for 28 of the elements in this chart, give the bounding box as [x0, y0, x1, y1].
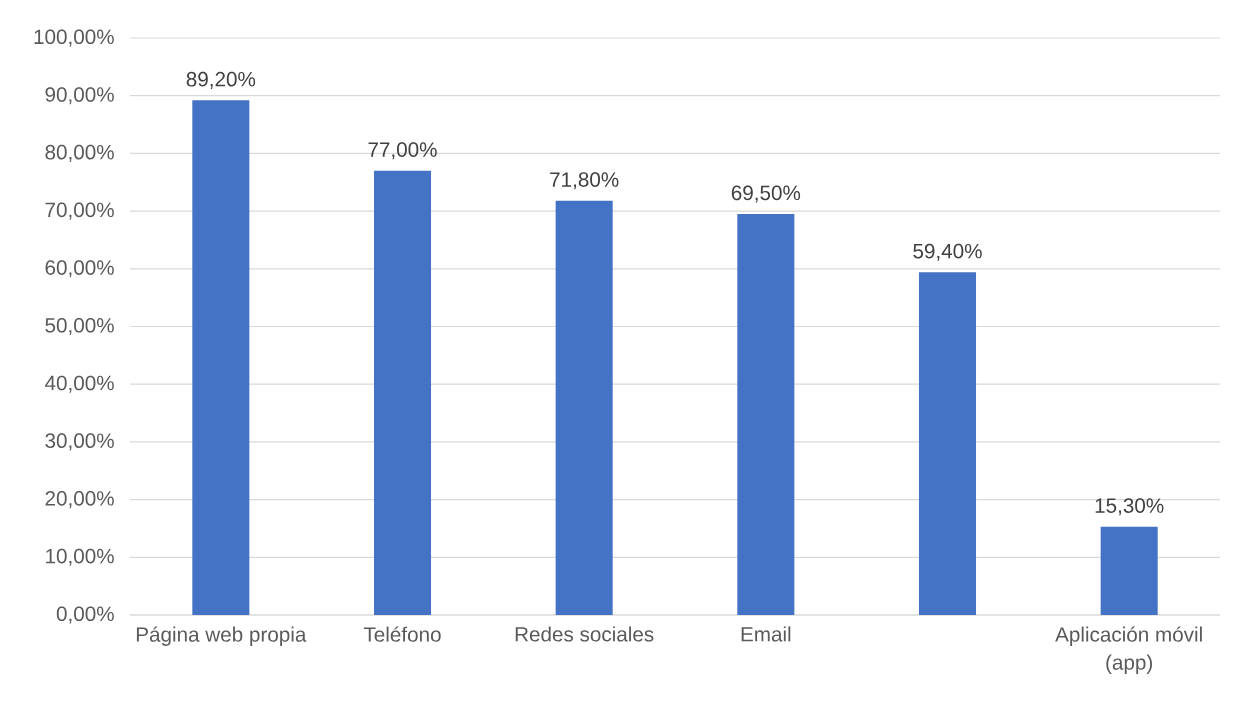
data-label: 77,00%: [368, 142, 437, 160]
y-tick-label: 60,00%: [45, 260, 114, 278]
x-tick-label: Redes sociales: [515, 626, 654, 642]
y-tick-label: 10,00%: [46, 548, 114, 566]
y-tick-label: 90,00%: [45, 87, 114, 105]
x-tick-label: Página web propia: [136, 626, 307, 646]
y-tick-label: 70,00%: [45, 202, 114, 220]
data-label: 59,40%: [913, 243, 982, 261]
y-tick-label: 20,00%: [45, 491, 114, 509]
y-tick-label: 100,00%: [34, 29, 114, 47]
y-tick-label: 50,00%: [45, 317, 114, 336]
bar: [373, 170, 432, 615]
y-tick-label: 40,00%: [45, 375, 114, 393]
data-label: 69,50%: [731, 185, 801, 203]
bar: [555, 200, 613, 615]
data-label: 89,20%: [186, 71, 256, 89]
bar: [918, 272, 977, 615]
x-tick-label: Aplicación móvil (app): [1055, 626, 1202, 674]
x-tick-label: Email: [741, 626, 791, 642]
y-tick-label: 30,00%: [45, 433, 114, 451]
bar: [192, 100, 250, 615]
y-tick-label: 80,00%: [45, 144, 114, 162]
data-label: 71,80%: [550, 172, 619, 190]
x-tick-label: Teléfono: [363, 626, 441, 642]
data-label: 15,30%: [1095, 498, 1164, 516]
bar: [737, 213, 795, 615]
y-tick-label: 0,00%: [56, 606, 114, 624]
bar: [1100, 526, 1158, 615]
